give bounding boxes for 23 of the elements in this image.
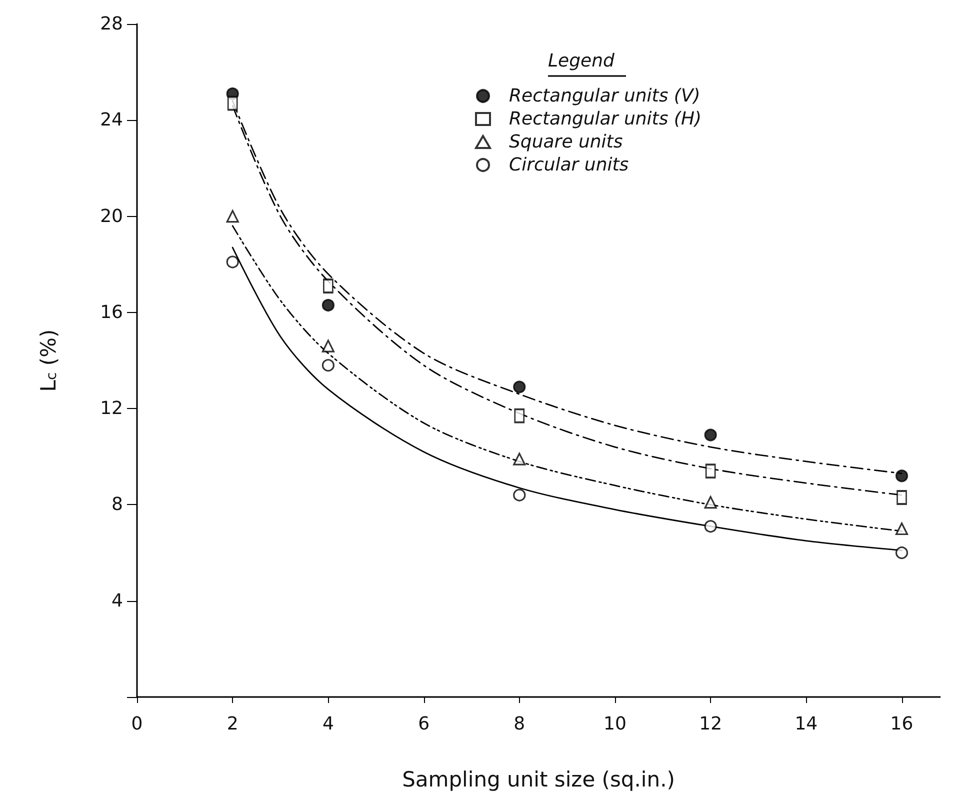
y-axis-title: Lc (%) (36, 329, 60, 392)
legend-label: Rectangular units (H) (509, 108, 702, 130)
legend-label: Circular units (509, 154, 629, 176)
legend-label: Rectangular units (V) (509, 86, 700, 106)
x-tick-label: 16 (890, 714, 914, 734)
legend-label: Square units (509, 132, 623, 152)
x-tick-label: 0 (131, 714, 143, 734)
x-tick-label: 6 (418, 714, 430, 734)
x-tick-label: 2 (226, 714, 238, 734)
y-tick-label: 16 (100, 302, 123, 323)
x-tick-label: 4 (322, 714, 334, 734)
x-tick-label: 14 (794, 714, 818, 734)
x-tick-label: 10 (604, 714, 626, 734)
y-tick-label: 24 (100, 110, 123, 131)
x-tick-label: 12 (699, 714, 722, 734)
legend-title: Legend (548, 50, 616, 72)
x-tick-label: 8 (514, 714, 526, 734)
y-tick-label: 4 (112, 590, 123, 612)
y-tick-label: 28 (100, 14, 123, 34)
y-tick-label: 20 (100, 206, 123, 227)
y-tick-label: 12 (100, 398, 123, 420)
y-tick-label: 8 (112, 494, 123, 516)
x-axis-title: Sampling unit size (sq.in.) (402, 768, 675, 792)
